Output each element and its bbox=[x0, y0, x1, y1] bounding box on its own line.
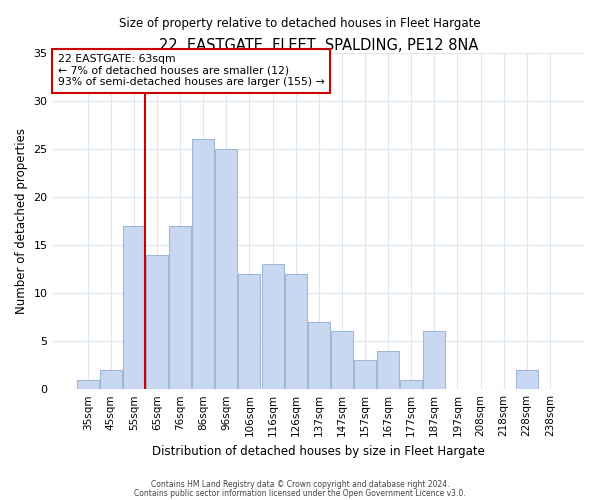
X-axis label: Distribution of detached houses by size in Fleet Hargate: Distribution of detached houses by size … bbox=[152, 444, 485, 458]
Bar bbox=[146, 254, 168, 389]
Bar bbox=[424, 332, 445, 389]
Bar bbox=[400, 380, 422, 389]
Text: 22 EASTGATE: 63sqm
← 7% of detached houses are smaller (12)
93% of semi-detached: 22 EASTGATE: 63sqm ← 7% of detached hous… bbox=[58, 54, 325, 88]
Bar bbox=[238, 274, 260, 389]
Bar bbox=[377, 350, 399, 389]
Title: 22, EASTGATE, FLEET, SPALDING, PE12 8NA: 22, EASTGATE, FLEET, SPALDING, PE12 8NA bbox=[159, 38, 478, 52]
Bar bbox=[284, 274, 307, 389]
Bar bbox=[354, 360, 376, 389]
Text: Contains HM Land Registry data © Crown copyright and database right 2024.: Contains HM Land Registry data © Crown c… bbox=[151, 480, 449, 489]
Bar bbox=[308, 322, 330, 389]
Y-axis label: Number of detached properties: Number of detached properties bbox=[15, 128, 28, 314]
Bar bbox=[516, 370, 538, 389]
Text: Size of property relative to detached houses in Fleet Hargate: Size of property relative to detached ho… bbox=[119, 18, 481, 30]
Bar bbox=[100, 370, 122, 389]
Bar bbox=[169, 226, 191, 389]
Bar bbox=[262, 264, 284, 389]
Bar bbox=[123, 226, 145, 389]
Bar bbox=[192, 139, 214, 389]
Bar bbox=[215, 148, 238, 389]
Bar bbox=[77, 380, 98, 389]
Text: Contains public sector information licensed under the Open Government Licence v3: Contains public sector information licen… bbox=[134, 488, 466, 498]
Bar bbox=[331, 332, 353, 389]
